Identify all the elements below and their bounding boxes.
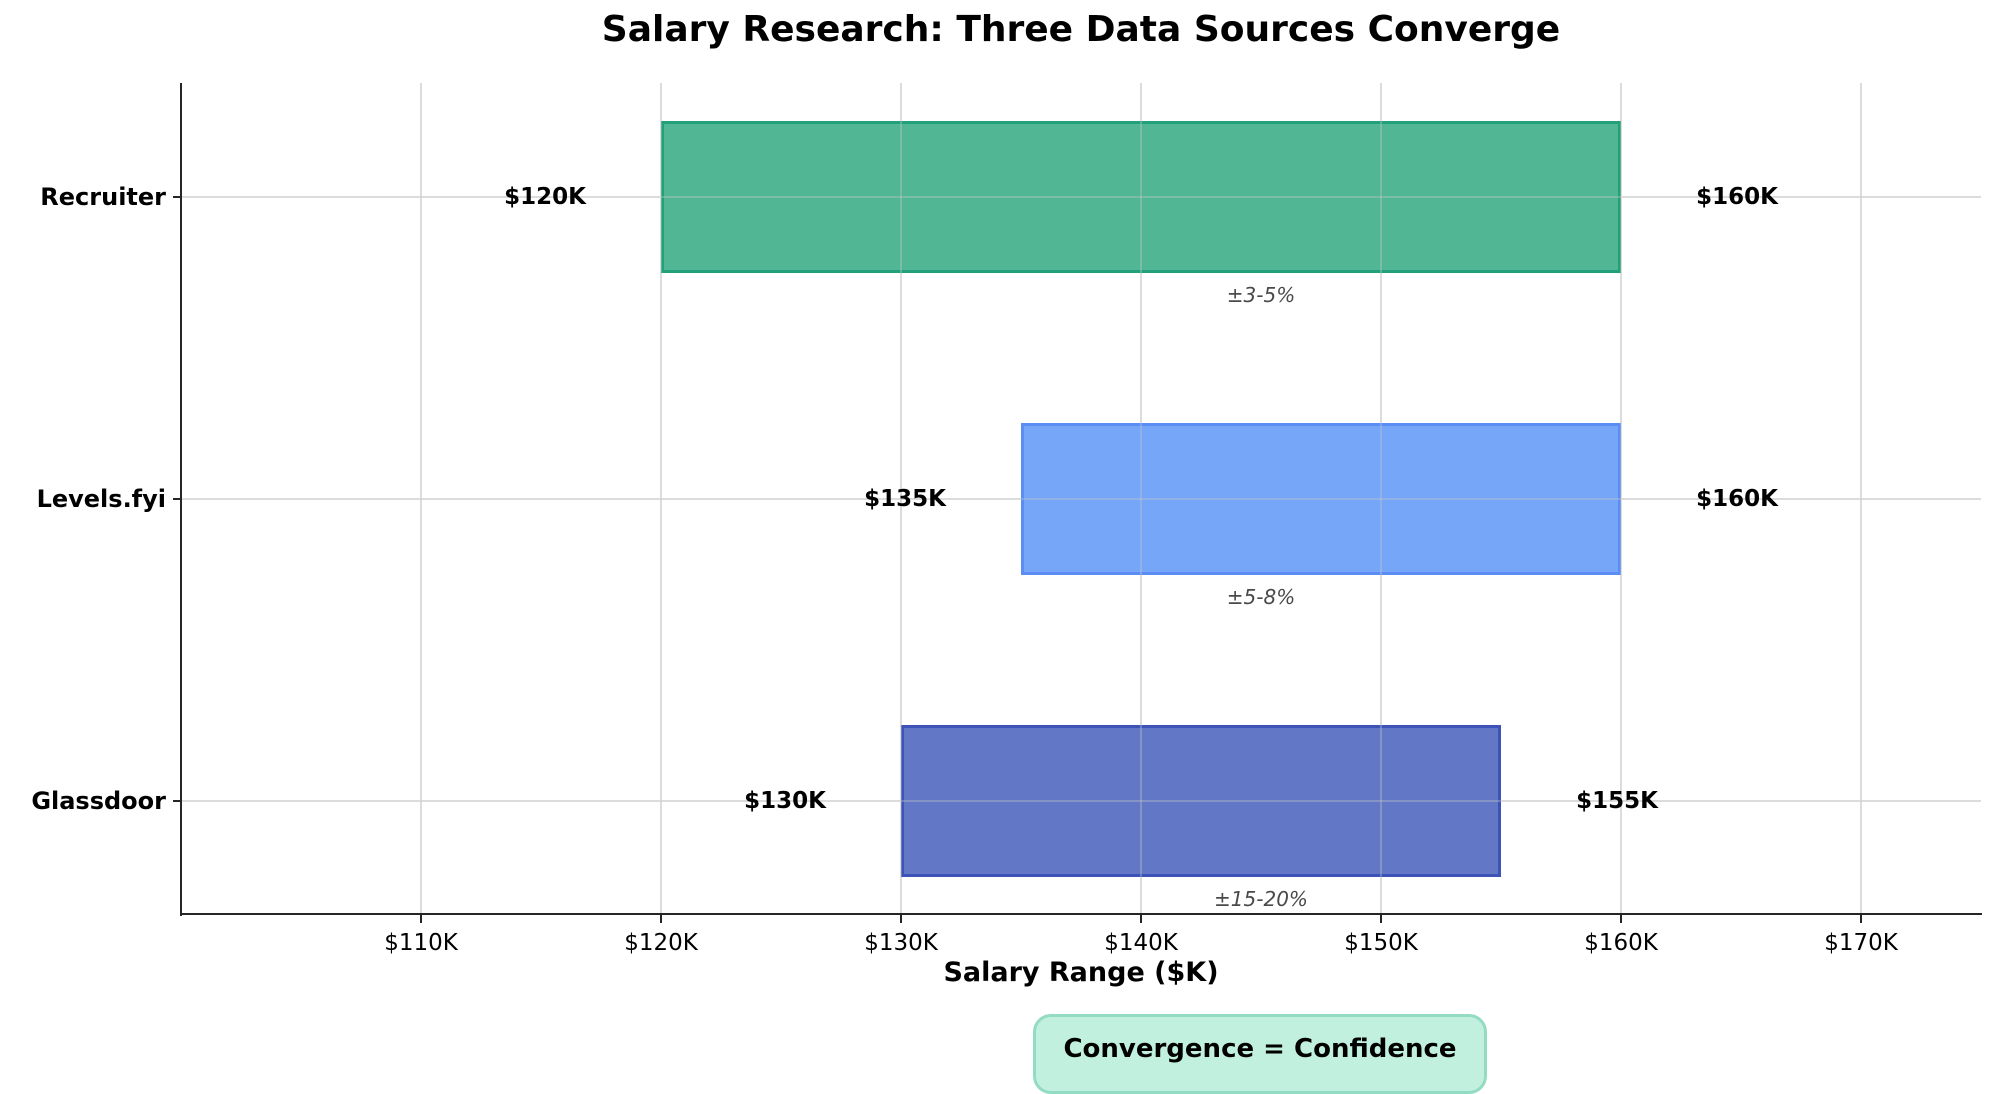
range-bar-glassdoor — [901, 725, 1501, 877]
uncertainty-label: ±15-20% — [1214, 887, 1308, 911]
x-tick-mark — [1380, 915, 1382, 923]
x-gridline-overlay — [1860, 83, 1862, 914]
x-gridline-overlay — [660, 83, 662, 914]
convergence-annotation-box: Convergence = Confidence — [1033, 1014, 1487, 1094]
y-gridline-overlay — [181, 800, 1981, 802]
x-tick-mark — [1620, 915, 1622, 923]
x-gridline-overlay — [1140, 83, 1142, 914]
x-tick-label: $130K — [864, 930, 938, 956]
x-tick-label: $120K — [624, 930, 698, 956]
y-tick-label: Glassdoor — [31, 787, 166, 815]
chart-title: Salary Research: Three Data Sources Conv… — [601, 9, 1561, 50]
x-tick-mark — [420, 915, 422, 923]
y-tick-mark — [173, 196, 181, 198]
low-value-label: $120K — [504, 184, 586, 210]
x-tick-mark — [1140, 915, 1142, 923]
x-tick-mark — [900, 915, 902, 923]
y-tick-label: Levels.fyi — [36, 485, 166, 513]
high-value-label: $160K — [1696, 184, 1778, 210]
x-tick-label: $140K — [1104, 930, 1178, 956]
y-tick-mark — [173, 498, 181, 500]
y-tick-mark — [173, 800, 181, 802]
x-gridline-overlay — [1380, 83, 1382, 914]
x-gridline-overlay — [420, 83, 422, 914]
high-value-label: $160K — [1696, 486, 1778, 512]
uncertainty-label: ±3-5% — [1226, 283, 1296, 307]
x-gridline-overlay — [1620, 83, 1622, 914]
x-tick-label: $170K — [1824, 930, 1898, 956]
x-tick-label: $150K — [1344, 930, 1418, 956]
y-gridline-overlay — [181, 196, 1981, 198]
uncertainty-label: ±5-8% — [1226, 585, 1296, 609]
high-value-label: $155K — [1576, 788, 1658, 814]
x-tick-label: $160K — [1584, 930, 1658, 956]
range-bar-levels-fyi — [1021, 423, 1621, 575]
x-gridline-overlay — [900, 83, 902, 914]
x-tick-mark — [660, 915, 662, 923]
x-tick-mark — [1860, 915, 1862, 923]
y-tick-label: Recruiter — [40, 183, 166, 211]
x-axis-line — [180, 913, 1982, 915]
y-axis-line — [180, 83, 182, 916]
x-axis-label: Salary Range ($K) — [943, 957, 1219, 988]
low-value-label: $135K — [864, 486, 946, 512]
y-gridline-overlay — [181, 498, 1981, 500]
plot-area: $110K $120K $130K $140K $150K $160K $170K Recru… — [31, 83, 1982, 956]
x-tick-label: $110K — [384, 930, 458, 956]
range-bar-recruiter — [661, 121, 1621, 273]
low-value-label: $130K — [744, 788, 826, 814]
